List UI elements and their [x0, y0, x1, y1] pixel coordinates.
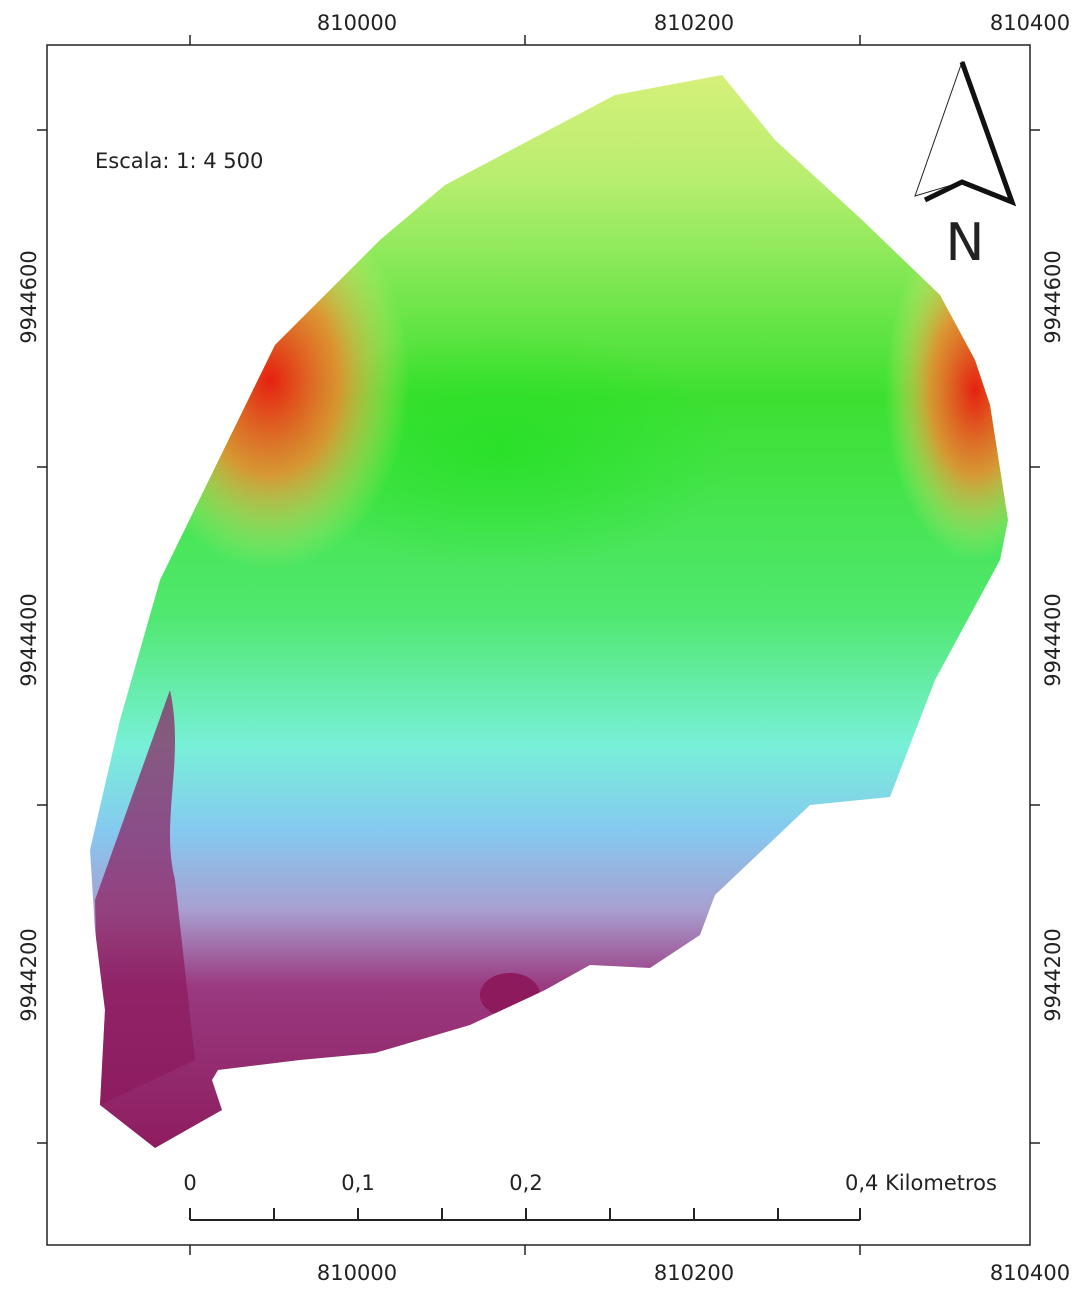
right-coordinate: 9944200 [1041, 928, 1065, 1022]
scale-bar-label: 0 [183, 1171, 196, 1195]
bottom-coordinate: 810200 [654, 1261, 734, 1285]
frame-ticks [37, 35, 1040, 1255]
right-coordinate: 9944400 [1041, 593, 1065, 687]
top-coordinate: 810400 [990, 11, 1070, 35]
left-coordinate: 9944400 [17, 593, 41, 687]
bottom-coordinate: 810000 [317, 1261, 397, 1285]
map-frame [46, 44, 1031, 1246]
scale-text: Escala: 1: 4 500 [95, 149, 263, 173]
north-label: N [946, 213, 985, 273]
top-coordinate: 810200 [654, 11, 734, 35]
scale-bar-label: 0,4 Kilometros [845, 1171, 997, 1195]
right-coordinate: 9944600 [1041, 250, 1065, 344]
scale-bar: 0 0,1 0,2 0,4 Kilometros [183, 1171, 997, 1221]
top-coordinate: 810000 [317, 11, 397, 35]
elevation-surface [90, 75, 1008, 1148]
bottom-coordinate: 810400 [990, 1261, 1070, 1285]
scale-bar-label: 0,2 [509, 1171, 542, 1195]
left-coordinate: 9944200 [17, 928, 41, 1022]
left-coordinate: 9944600 [17, 250, 41, 344]
north-arrow: N [914, 60, 1017, 273]
scale-bar-label: 0,1 [341, 1171, 374, 1195]
